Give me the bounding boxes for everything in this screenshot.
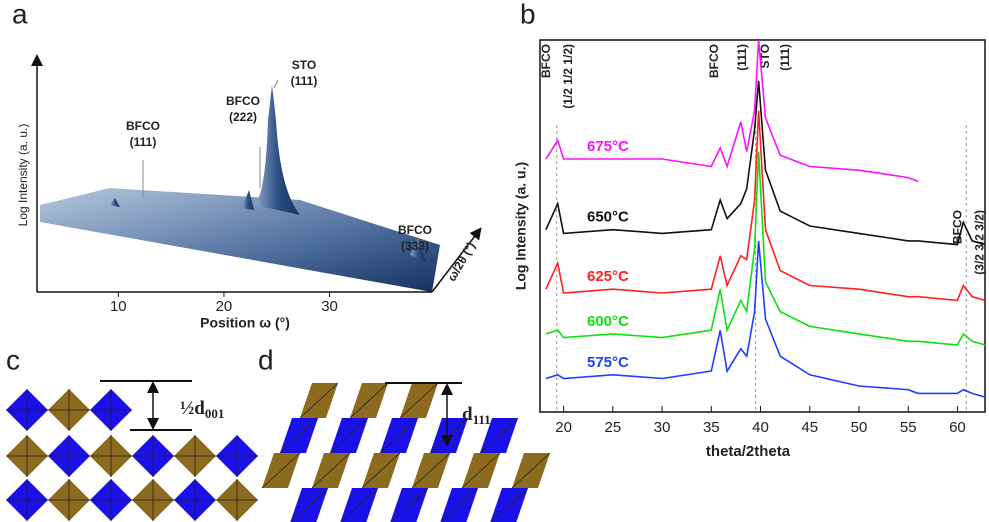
octahedron-edge xyxy=(479,417,519,454)
octahedron-edge xyxy=(6,435,48,477)
spacing-main: d xyxy=(462,404,473,425)
spacing-main: ½d xyxy=(180,398,205,419)
octahedron-edge xyxy=(279,417,319,454)
octahedron-edge xyxy=(6,479,48,521)
plot-frame xyxy=(539,39,986,413)
peak-label: BFCO xyxy=(226,94,260,108)
octahedron-edge xyxy=(399,382,439,419)
x-tick-label: 20 xyxy=(555,419,572,436)
octahedron-edge xyxy=(261,452,301,489)
spacing-label: d111 xyxy=(462,404,491,427)
octahedron-edge xyxy=(48,389,90,431)
surface-peak xyxy=(242,190,254,210)
spacing-sub: 001 xyxy=(205,406,225,421)
octahedron-edge xyxy=(490,487,529,522)
octahedron-edge xyxy=(511,452,551,489)
octahedron-edge xyxy=(440,487,479,522)
octahedron-edge xyxy=(349,382,389,419)
peak-label: (111) xyxy=(130,135,157,149)
panel-label: a xyxy=(12,0,28,29)
spacing-label: ½d001 xyxy=(180,398,224,421)
x-tick-label: 20 xyxy=(216,298,233,315)
surface xyxy=(40,188,440,292)
x-tick-label: 60 xyxy=(949,419,966,436)
peak-label: BFCO xyxy=(539,44,553,78)
peak-label: (1/2 1/2 1/2) xyxy=(561,44,575,109)
panel-label: b xyxy=(520,0,536,29)
octahedron-edge xyxy=(390,487,429,522)
octahedron-edge xyxy=(132,479,174,521)
x-tick-label: 25 xyxy=(605,419,622,436)
peak-label: (333) xyxy=(401,239,429,253)
peak-label: (111) xyxy=(778,44,792,71)
series-label: 575°C xyxy=(587,354,629,371)
x-tick-label: 30 xyxy=(654,419,671,436)
series-label: 675°C xyxy=(587,138,629,155)
peak-label: BFCO xyxy=(126,119,160,133)
octahedron-edge xyxy=(174,435,216,477)
surface-peak xyxy=(110,198,120,207)
peak-label: (111) xyxy=(735,44,749,71)
octahedron-edge xyxy=(216,435,258,477)
octahedron-edge xyxy=(290,487,329,522)
octahedron-edge xyxy=(299,382,339,419)
depth-label: ω/2θ (°) xyxy=(445,240,479,284)
peak-leader xyxy=(273,79,279,89)
octahedron-edge xyxy=(340,487,379,522)
octahedron-edge xyxy=(90,389,132,431)
octahedron-edge xyxy=(48,435,90,477)
octahedron-edge xyxy=(216,479,258,521)
y-label: Log Intensity (a. u.) xyxy=(513,162,529,290)
octahedron-edge xyxy=(379,417,419,454)
x-tick-label: 45 xyxy=(801,419,818,436)
xrd-curve xyxy=(545,240,985,398)
octahedron-edge xyxy=(361,452,401,489)
peak-label: STO xyxy=(292,58,316,72)
octahedron-edge xyxy=(132,435,174,477)
peak-label: BFCO xyxy=(950,210,964,244)
xrd-curve xyxy=(545,151,985,346)
surface-peak xyxy=(410,238,426,262)
octahedron-edge xyxy=(411,452,451,489)
peak-label: (111) xyxy=(291,74,318,88)
octahedron-edge xyxy=(174,479,216,521)
octahedron-edge xyxy=(48,479,90,521)
series-label: 625°C xyxy=(587,268,629,285)
depth-axis xyxy=(431,227,482,293)
peak-label: (222) xyxy=(229,110,257,124)
x-tick-label: 10 xyxy=(110,298,127,315)
spacing-sub: 111 xyxy=(473,412,491,427)
surface-peak xyxy=(255,85,300,215)
x-tick-label: 40 xyxy=(752,419,769,436)
peak-label: BFCO xyxy=(398,223,432,237)
xrd-curve xyxy=(545,110,985,302)
y-label: Log Intensity (a. u.) xyxy=(16,124,30,227)
peak-label: BFCO xyxy=(707,44,721,78)
xrd-curve xyxy=(545,80,985,246)
x-tick-label: 50 xyxy=(851,419,868,436)
x-label: theta/2theta xyxy=(706,443,791,460)
x-tick-label: 35 xyxy=(703,419,720,436)
octahedron-edge xyxy=(6,389,48,431)
curves xyxy=(545,40,985,398)
octahedron-edge xyxy=(90,479,132,521)
octahedron-edge xyxy=(90,435,132,477)
octahedron-edge xyxy=(461,452,501,489)
octahedron-edge xyxy=(311,452,351,489)
panel-label: c xyxy=(6,344,20,375)
x-tick-label: 30 xyxy=(321,298,338,315)
series-label: 600°C xyxy=(587,313,629,330)
x-label: Position ω (°) xyxy=(200,315,290,331)
octahedron-edge xyxy=(329,417,369,454)
panel-label: d xyxy=(258,344,274,375)
series-label: 650°C xyxy=(587,209,629,226)
x-tick-label: 55 xyxy=(900,419,917,436)
xrd-curve xyxy=(545,40,919,183)
